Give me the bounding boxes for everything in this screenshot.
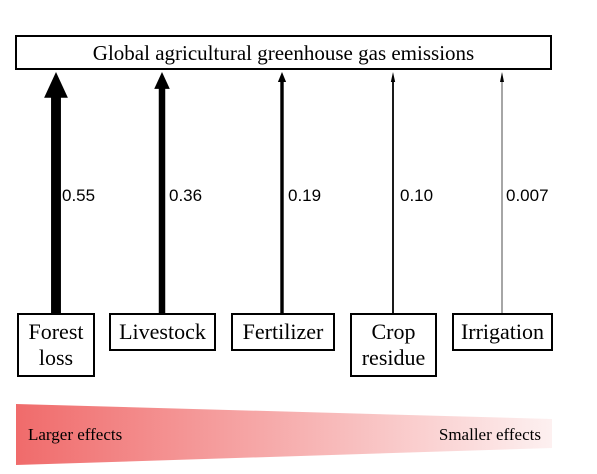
- source-irrigation: Irrigation: [452, 313, 553, 351]
- arrow-head-crop-residue: [390, 72, 396, 82]
- arrow-head-irrigation: [500, 72, 504, 82]
- larger-effects-label: Larger effects: [28, 425, 123, 444]
- value-forest-loss: 0.55: [62, 186, 96, 205]
- source-label: Livestock: [119, 319, 206, 344]
- value-irrigation: 0.007: [506, 186, 549, 205]
- source-label: Fertilizer: [242, 319, 324, 344]
- source-livestock: Livestock: [109, 313, 216, 351]
- arrow-head-forest-loss: [44, 72, 68, 98]
- value-livestock: 0.36: [169, 186, 203, 205]
- value-crop-residue: 0.10: [400, 186, 434, 205]
- source-fertilizer: Fertilizer: [231, 313, 335, 351]
- source-label: Irrigation: [460, 319, 545, 344]
- arrow-head-livestock: [154, 72, 170, 89]
- source-forest-loss: Forest loss: [17, 313, 95, 377]
- smaller-effects-label: Smaller effects: [438, 425, 541, 444]
- arrow-head-fertilizer: [277, 72, 287, 82]
- source-crop-residue: Crop residue: [350, 313, 437, 377]
- effects-gradient-bar: [16, 404, 552, 465]
- source-label: Crop residue: [361, 319, 426, 370]
- value-fertilizer: 0.19: [288, 186, 322, 205]
- emissions-title-box: Global agricultural greenhouse gas emiss…: [15, 35, 552, 70]
- source-label: Forest loss: [28, 319, 84, 370]
- emissions-title: Global agricultural greenhouse gas emiss…: [92, 40, 475, 65]
